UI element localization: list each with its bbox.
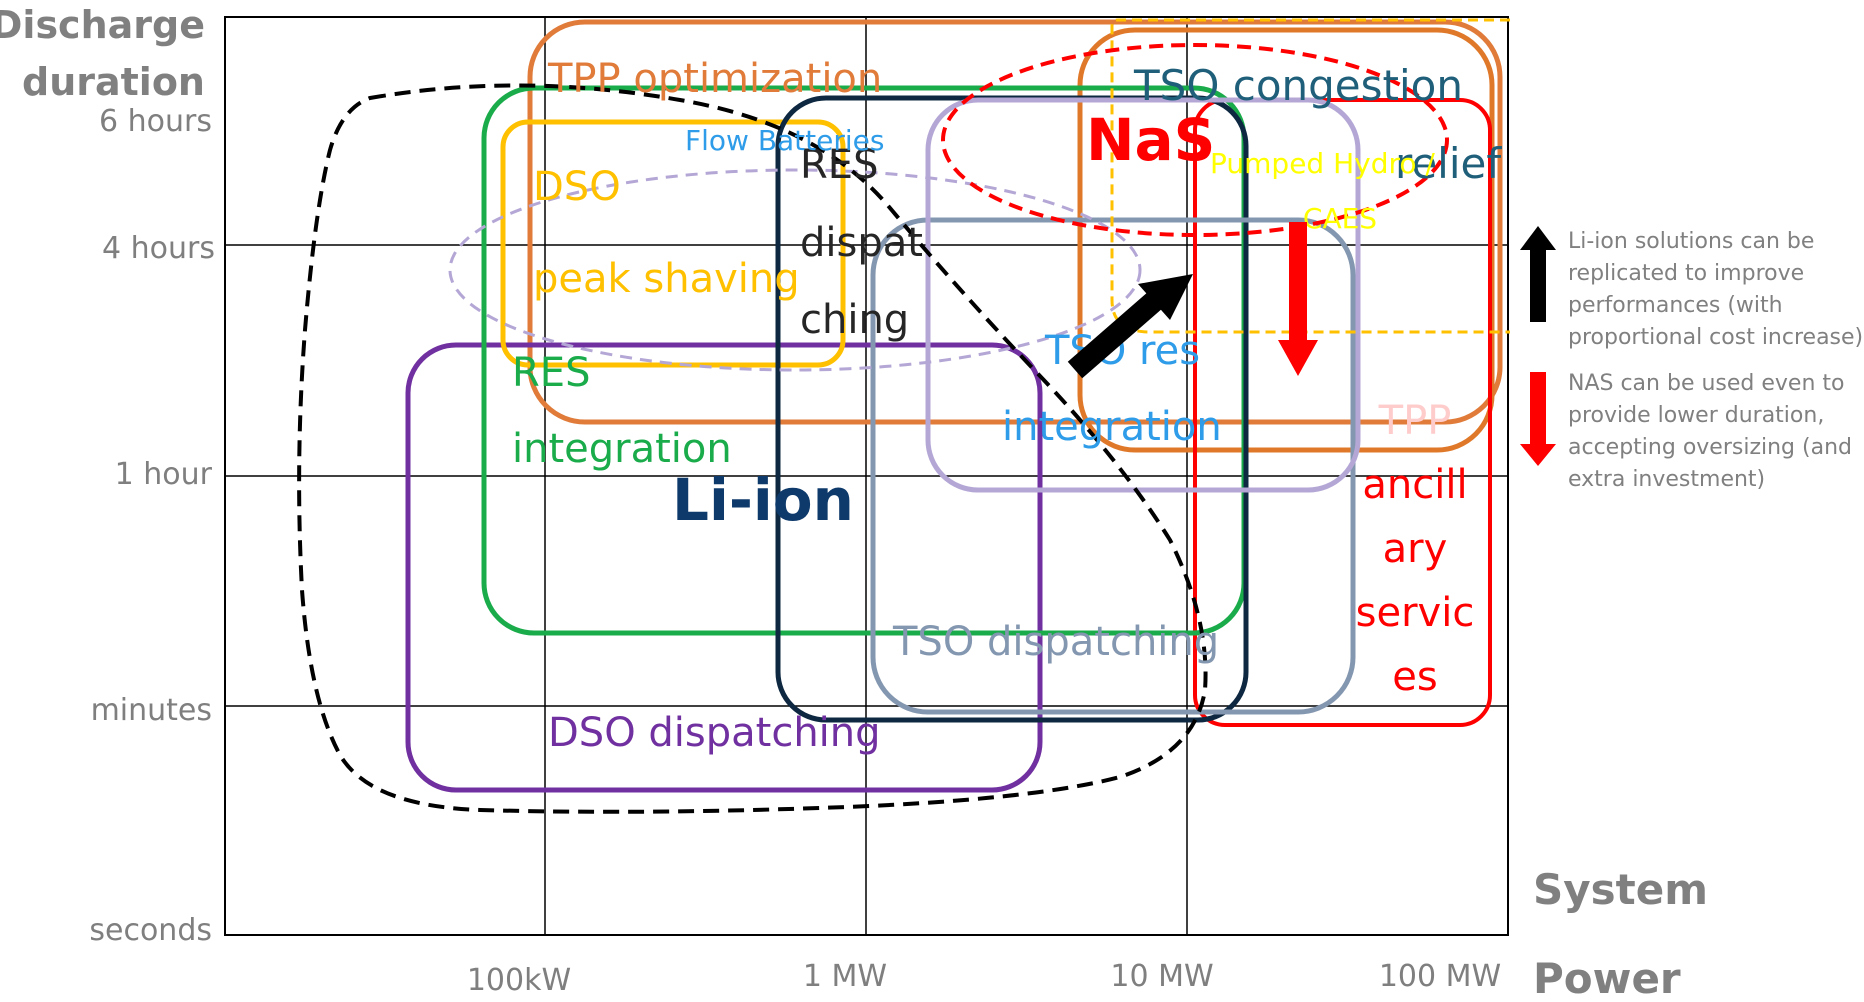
- label-tso-congestion-line2: relief: [1395, 139, 1502, 188]
- label-li-ion: Li-ion: [672, 466, 854, 534]
- label-tso-congestion-line1: TSO congestion: [1133, 61, 1463, 110]
- region-tpp-ancillary: [1193, 98, 1492, 727]
- label-dso-dispatching: DSO dispatching: [548, 710, 881, 756]
- label-pumped-hydro: Pumped Hydro /: [1210, 147, 1435, 180]
- y-tick-label: seconds: [89, 913, 212, 948]
- note-black-arrow-line2: replicated to improve: [1568, 261, 1804, 286]
- red-arrow: [1278, 222, 1318, 376]
- flow-batteries-outline: [448, 168, 1142, 372]
- label-res-integration-line2: integration: [512, 426, 732, 472]
- y-tick-label: 1 hour: [115, 457, 213, 492]
- note-red-arrow-line3: accepting oversizing (and: [1568, 435, 1852, 460]
- label-dso-peak-line2: peak shaving: [533, 256, 800, 302]
- note-red-arrow-line1: NAS can be used even to: [1568, 371, 1844, 396]
- label-res-dispatching-line2: dispat: [800, 220, 923, 266]
- x-axis-title-line1: System: [1533, 865, 1708, 914]
- region-tso-res-integration: [925, 97, 1361, 493]
- x-tick-label: 100kW: [467, 963, 571, 998]
- label-nas: NaS: [1086, 106, 1215, 174]
- label-tpp-ancillary-line2: ancill: [1362, 462, 1467, 508]
- y-axis-title-line1: Discharge: [0, 3, 205, 47]
- x-tick-label: 1 MW: [803, 959, 887, 994]
- label-tso-res-line2: integration: [1002, 404, 1222, 450]
- label-res-dispatching-line3: ching: [800, 297, 909, 343]
- label-flow-batteries: Flow Batteries: [685, 124, 884, 157]
- label-caes: CAES: [1303, 202, 1377, 235]
- y-tick-label: minutes: [91, 693, 212, 728]
- label-tpp-ancillary-line1: TPP: [1378, 398, 1452, 444]
- label-res-dispatching-line1: RES: [800, 142, 878, 188]
- label-tpp-ancillary-line5: es: [1392, 654, 1437, 700]
- region-dso-peak-shaving: [500, 119, 846, 368]
- label-tpp-ancillary-line3: ary: [1383, 526, 1448, 572]
- legend-black-arrow-icon: [1520, 226, 1556, 322]
- note-black-arrow-line1: Li-ion solutions can be: [1568, 229, 1814, 254]
- note-black-arrow-line4: proportional cost increase): [1568, 325, 1863, 350]
- label-res-integration-line1: RES: [512, 350, 590, 396]
- nas-outline: [941, 43, 1449, 237]
- region-dso-dispatching: [405, 342, 1043, 793]
- x-axis-title-line2: Power: [1533, 954, 1681, 1002]
- label-tso-dispatching: TSO dispatching: [892, 619, 1219, 665]
- label-dso-peak-line1: DSO: [533, 164, 621, 210]
- region-tpp-optimization: [527, 19, 1503, 425]
- y-axis-title-line2: duration: [22, 60, 205, 104]
- label-tpp-optimization: TPP optimization: [547, 56, 882, 102]
- y-tick-label: 6 hours: [99, 104, 212, 139]
- x-tick-label: 100 MW: [1379, 959, 1501, 994]
- note-red-arrow-line2: provide lower duration,: [1568, 403, 1824, 428]
- label-tpp-ancillary-line4: servic: [1356, 590, 1475, 636]
- note-black-arrow-line3: performances (with: [1568, 293, 1783, 318]
- y-tick-label: 4 hours: [102, 231, 215, 266]
- x-tick-label: 10 MW: [1110, 959, 1213, 994]
- li-ion-outline: [297, 83, 1208, 814]
- legend-red-arrow-icon: [1520, 372, 1556, 466]
- black-arrow: [1067, 274, 1193, 379]
- note-red-arrow-line4: extra investment): [1568, 467, 1765, 492]
